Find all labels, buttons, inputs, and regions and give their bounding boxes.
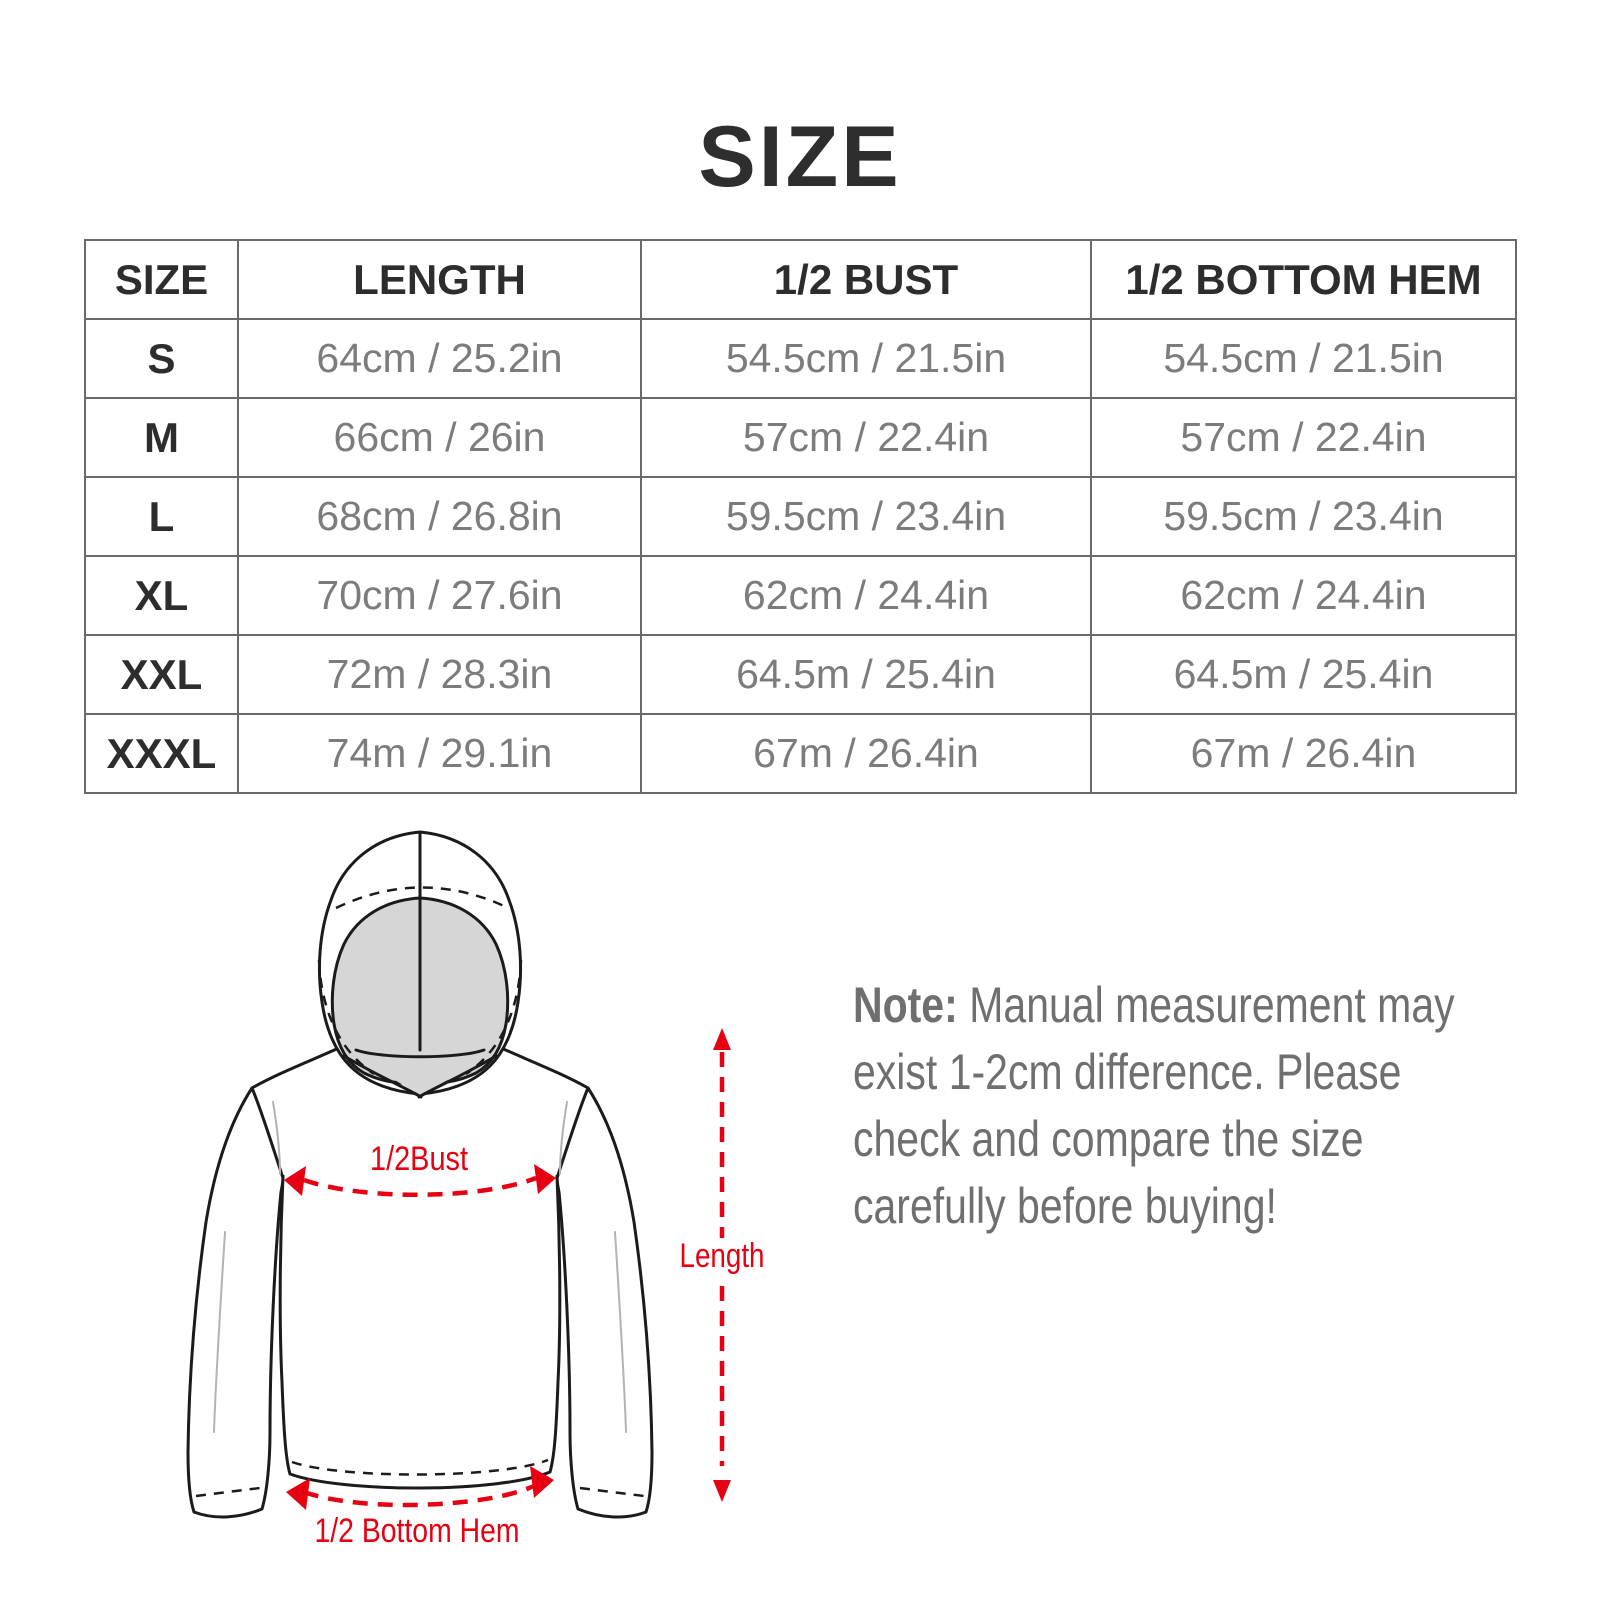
cell-length: 64cm / 25.2in	[237, 318, 642, 399]
cell-bust: 59.5cm / 23.4in	[640, 476, 1092, 557]
left-sleeve	[186, 1086, 285, 1519]
note-label: Note:	[853, 977, 958, 1033]
cell-bottom-hem: 67m / 26.4in	[1090, 713, 1517, 794]
note-line: check and compare the size	[853, 1111, 1364, 1167]
cell-length: 72m / 28.3in	[237, 634, 642, 715]
table-header-row: SIZE LENGTH 1/2 BUST 1/2 BOTTOM HEM	[84, 239, 1517, 320]
body-outline	[278, 1174, 562, 1490]
cell-bust: 57cm / 22.4in	[640, 397, 1092, 478]
note-line: Note: Manual measurement may	[853, 972, 1455, 1039]
hood-chin-line	[354, 1048, 486, 1059]
note-line: exist 1-2cm difference. Please	[853, 1044, 1402, 1100]
table-row: L 68cm / 26.8in 59.5cm / 23.4in 59.5cm /…	[84, 476, 1517, 557]
table-row: M 66cm / 26in 57cm / 22.4in 57cm / 22.4i…	[84, 397, 1517, 478]
cell-bust: 62cm / 24.4in	[640, 555, 1092, 636]
cell-size: XXXL	[84, 713, 239, 794]
bottom-hem-label: 1/2 Bottom Hem	[315, 1512, 520, 1550]
cell-size: L	[84, 476, 239, 557]
hood-right-flap-edge	[417, 1054, 498, 1099]
cell-bottom-hem: 64.5m / 25.4in	[1090, 634, 1517, 715]
cell-bust: 54.5cm / 21.5in	[640, 318, 1092, 399]
bust-arrowhead-right	[534, 1164, 556, 1194]
table-row: XXXL 74m / 29.1in 67m / 26.4in 67m / 26.…	[84, 713, 1517, 794]
length-label: Length	[680, 1237, 765, 1275]
hoodie-measurement-diagram: 1/2Bust Length 1/2 Bottom Hem	[186, 830, 765, 1550]
length-arrowhead-bottom	[713, 1480, 731, 1502]
cell-length: 66cm / 26in	[237, 397, 642, 478]
cell-size: M	[84, 397, 239, 478]
size-table: SIZE LENGTH 1/2 BUST 1/2 BOTTOM HEM S 64…	[84, 239, 1517, 794]
hood-left-flap-edge	[342, 1054, 423, 1099]
bust-label: 1/2Bust	[370, 1140, 468, 1178]
col-header-bust: 1/2 BUST	[640, 239, 1092, 320]
cell-bottom-hem: 59.5cm / 23.4in	[1090, 476, 1517, 557]
cell-bottom-hem: 57cm / 22.4in	[1090, 397, 1517, 478]
table-row: XXL 72m / 28.3in 64.5m / 25.4in 64.5m / …	[84, 634, 1517, 715]
cell-size: XL	[84, 555, 239, 636]
cell-bust: 64.5m / 25.4in	[640, 634, 1092, 715]
col-header-length: LENGTH	[237, 239, 642, 320]
bottom-hem-arrow-line	[303, 1483, 535, 1508]
cell-length: 68cm / 26.8in	[237, 476, 642, 557]
body-fill	[280, 1052, 560, 1489]
bust-arrowhead-left	[284, 1166, 306, 1196]
right-sleeve	[555, 1086, 654, 1519]
cell-bottom-hem: 54.5cm / 21.5in	[1090, 318, 1517, 399]
bottom-hem-arrowhead-left	[286, 1478, 310, 1510]
hood-right-stitch	[465, 959, 523, 1076]
cell-bust: 67m / 26.4in	[640, 713, 1092, 794]
hood-left-stitch	[317, 959, 375, 1076]
cell-bottom-hem: 62cm / 24.4in	[1090, 555, 1517, 636]
note-line-text: Manual measurement may	[969, 977, 1455, 1033]
right-sleeve-crease	[614, 1231, 627, 1433]
hood-top-stitch	[335, 886, 505, 910]
bottom-hem-stitch	[291, 1458, 549, 1476]
note-block: Note: Manual measurement may exist 1-2cm …	[853, 972, 1587, 1240]
cell-length: 70cm / 27.6in	[237, 555, 642, 636]
right-armhole-crease	[559, 1101, 568, 1175]
cell-size: S	[84, 318, 239, 399]
length-arrowhead-top	[713, 1028, 731, 1050]
left-armhole-crease	[272, 1101, 281, 1175]
col-header-size: SIZE	[84, 239, 239, 320]
page-title: SIZE	[698, 109, 902, 205]
hood-chin-lining	[364, 1062, 476, 1096]
col-header-bottom-hem: 1/2 BOTTOM HEM	[1090, 239, 1517, 320]
left-sleeve-crease	[213, 1231, 226, 1433]
bottom-hem-arrowhead-right	[530, 1466, 554, 1498]
bust-arrow-line	[303, 1175, 537, 1197]
cell-size: XXL	[84, 634, 239, 715]
table-row: S 64cm / 25.2in 54.5cm / 21.5in 54.5cm /…	[84, 318, 1517, 399]
cell-length: 74m / 29.1in	[237, 713, 642, 794]
table-row: XL 70cm / 27.6in 62cm / 24.4in 62cm / 24…	[84, 555, 1517, 636]
note-line: carefully before buying!	[853, 1178, 1277, 1234]
